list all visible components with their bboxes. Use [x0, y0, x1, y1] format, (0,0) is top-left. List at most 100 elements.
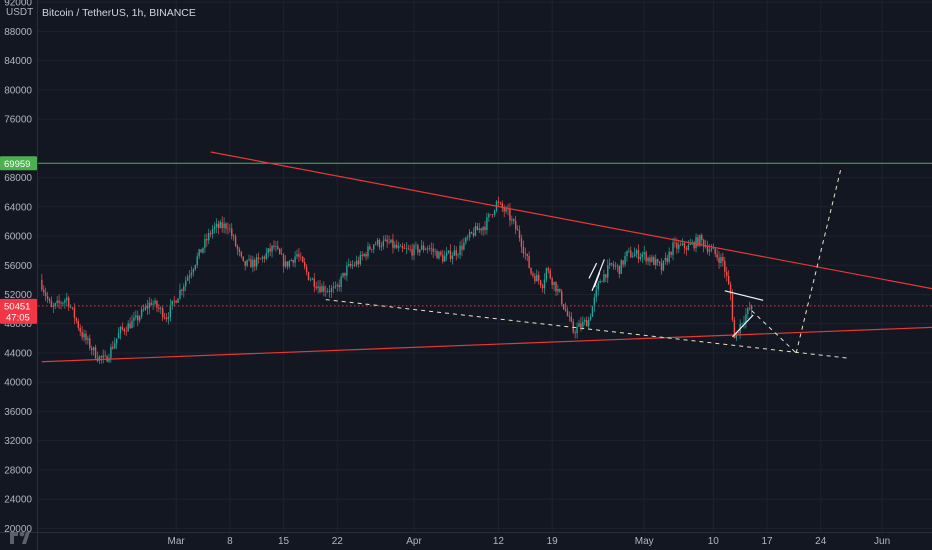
candle-body [137, 315, 139, 321]
candle-body [336, 285, 338, 287]
candle-body [183, 286, 185, 291]
candle-body [83, 333, 85, 338]
candle-body [415, 245, 417, 246]
candle-body [359, 254, 362, 265]
candle-body [66, 297, 68, 301]
candle-body [616, 265, 619, 267]
candle-body [91, 348, 93, 351]
candle-body [217, 223, 220, 228]
candle-body [726, 271, 728, 276]
candle-body [585, 320, 588, 327]
candle-body [720, 257, 722, 263]
candle-body [315, 286, 317, 289]
candle-body [658, 261, 661, 264]
candle-body [564, 308, 567, 311]
candle-body [269, 248, 271, 252]
candle-body [476, 226, 479, 231]
candle-body [701, 235, 703, 241]
candle-body [146, 306, 149, 309]
candle-body [52, 305, 55, 307]
candle-body [478, 228, 480, 231]
candle-body [246, 260, 248, 266]
current-price-label: 50451 [4, 301, 30, 312]
candle-body [248, 259, 250, 261]
candle-body [424, 249, 427, 250]
candle-body [229, 228, 231, 230]
candle-body [516, 229, 519, 231]
candle-body [77, 320, 79, 328]
candle-body [555, 281, 557, 292]
candle-body [104, 355, 106, 357]
candle-body [275, 246, 277, 247]
candle-body [85, 333, 87, 341]
candle-body [302, 256, 304, 263]
candle-body [89, 338, 91, 349]
tradingview-logo-icon [10, 531, 30, 544]
candle-body [549, 270, 551, 279]
candle-body [649, 257, 651, 262]
candle-body [167, 317, 170, 320]
candle-body [135, 315, 137, 318]
candle-body [607, 265, 609, 278]
candle-body [603, 274, 605, 282]
candle-body [309, 279, 312, 281]
candle-body [273, 245, 275, 247]
candle-body [319, 286, 321, 293]
candle-body [693, 242, 695, 249]
candle-body [639, 256, 642, 260]
candle-body [526, 253, 528, 257]
candle-body [303, 262, 306, 267]
candle-body [219, 222, 221, 228]
candle-body [689, 244, 691, 245]
candle-body [710, 248, 713, 251]
candle-body [376, 239, 379, 245]
candle-body [749, 308, 751, 309]
candle-body [54, 303, 56, 306]
candle-body [438, 251, 440, 259]
candle-body [463, 242, 465, 250]
candle-body [399, 246, 402, 247]
candle-body [244, 260, 246, 266]
chart-grid [38, 0, 932, 532]
candle-body [204, 239, 206, 248]
candle-body [595, 289, 597, 298]
candle-body [127, 323, 129, 332]
candle-body [453, 250, 456, 256]
candle-body [198, 249, 200, 257]
candle-body [610, 263, 613, 265]
candle-body [332, 287, 335, 289]
candle-body [185, 280, 187, 287]
symbol-title[interactable]: Bitcoin / TetherUS, 1h, BINANCE [42, 7, 196, 19]
candle-body [474, 226, 477, 236]
candle-body [553, 281, 555, 285]
candle-body [745, 314, 747, 322]
candle-body [173, 300, 175, 302]
y-tick-label: 36000 [4, 407, 32, 418]
candle-body [50, 301, 53, 307]
candle-body [716, 254, 718, 258]
candle-body [628, 250, 630, 252]
candle-body [394, 244, 396, 248]
price-axis[interactable]: 92000 88000 84000 80000 76000 68000 64000 60000… [4, 0, 38, 550]
y-tick-label: 80000 [4, 85, 32, 96]
candle-body [591, 306, 594, 317]
candle-body [482, 226, 484, 231]
candle-body [158, 307, 160, 309]
candle-body [501, 203, 503, 209]
candle-body [257, 257, 260, 259]
candle-body [539, 280, 542, 286]
time-axis[interactable]: Mar 8 15 22 Apr 12 19 May 10 17 24 Jun [0, 532, 932, 548]
candle-body [355, 260, 358, 266]
candle-body [150, 302, 152, 305]
candle-body [491, 214, 494, 216]
candle-body [265, 252, 267, 259]
candle-body [290, 259, 292, 262]
y-tick-label: 44000 [4, 348, 32, 359]
candle-body [234, 236, 237, 246]
candle-body [206, 239, 208, 241]
candle-body [267, 248, 269, 253]
candle-body [161, 308, 164, 318]
candle-body [703, 240, 705, 247]
candle-body [300, 256, 302, 258]
